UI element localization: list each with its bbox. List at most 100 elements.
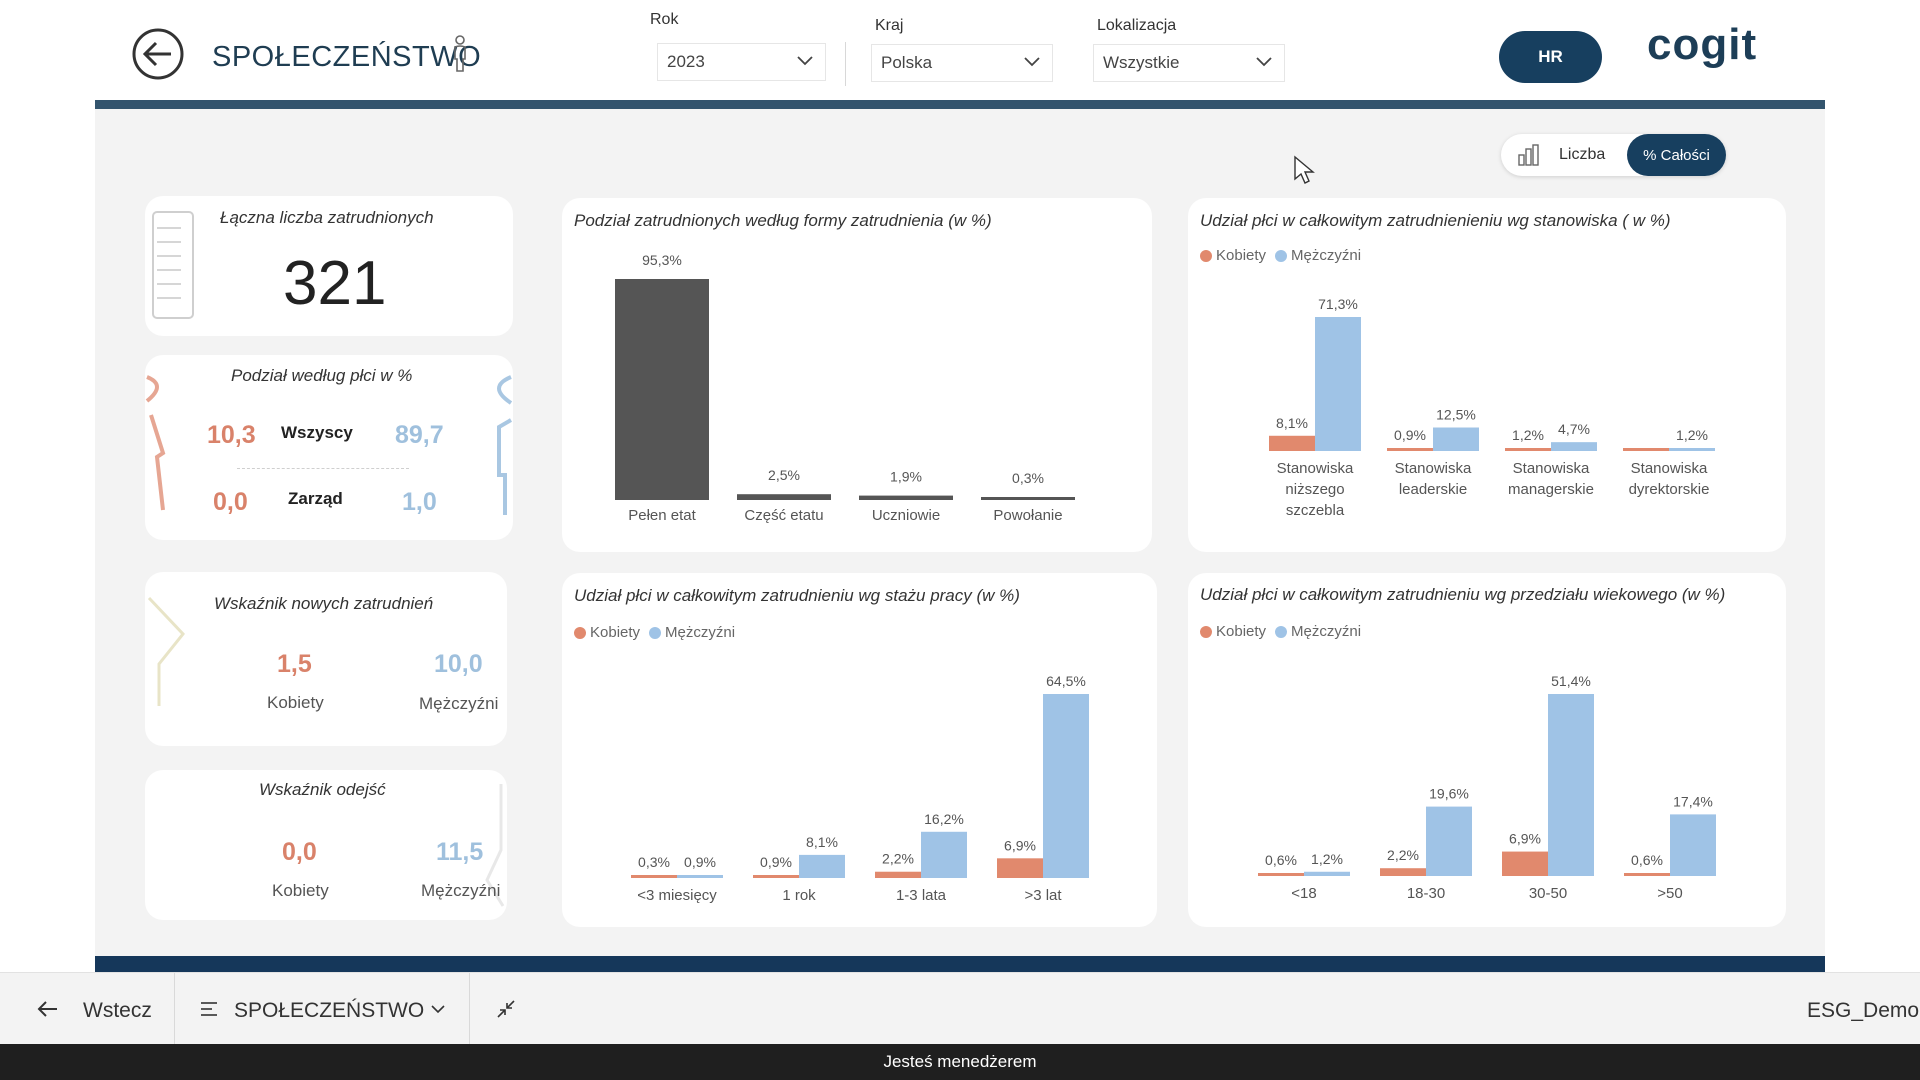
bar-male-3	[1043, 694, 1089, 878]
chevron-down-icon	[1024, 57, 1040, 67]
slicer-country[interactable]: Polska	[871, 44, 1053, 82]
data-label-male-1: 8,1%	[806, 834, 838, 850]
bar-female-2	[1505, 448, 1551, 451]
data-label-female-2: 2,2%	[882, 851, 914, 867]
female-figure-icon	[145, 375, 166, 511]
bar-female-1	[753, 875, 799, 878]
bar-female-1	[1387, 448, 1433, 451]
data-label-1: 2,5%	[768, 467, 800, 483]
tick-label-1: 1 rok	[782, 887, 816, 904]
tick-label-0: Pełen etat	[628, 507, 696, 524]
slicer-country-value: Polska	[881, 53, 933, 72]
tick-label-3: dyrektorskie	[1629, 481, 1710, 498]
page-title: SPOŁECZEŃSTWO	[212, 41, 482, 73]
legend-label-female: Kobiety	[590, 624, 641, 641]
tick-label-2: managerskie	[1508, 481, 1594, 498]
legend-label-male: Mężczyźni	[665, 624, 736, 641]
tick-label-2: 30-50	[1529, 885, 1567, 902]
back-arrow-icon[interactable]	[131, 27, 185, 81]
data-label-female-2: 6,9%	[1509, 831, 1541, 847]
legend-dot-male	[1275, 249, 1288, 262]
chevron-down-icon[interactable]	[431, 1005, 445, 1014]
tick-label-2: Uczniowie	[872, 507, 940, 524]
legend-label-male: Mężczyźni	[1291, 623, 1362, 640]
legend-dot-female	[574, 626, 586, 639]
slicer-location-value: Wszystkie	[1103, 53, 1180, 72]
legend-dot-female	[1200, 625, 1212, 638]
bar-female-0	[1258, 873, 1304, 876]
bar-chart-icon[interactable]	[1517, 143, 1541, 167]
status-text: Jesteś menedżerem	[883, 1052, 1037, 1071]
kpi-card-new-hires: Wskaźnik nowych zatrudnień 1,5 10,0 Kobi…	[145, 572, 507, 746]
chevron-down-icon	[1256, 57, 1272, 67]
gender-board-female: 0,0	[213, 488, 248, 516]
data-label-male-0: 71,3%	[1318, 296, 1358, 312]
new-hires-female: 1,5	[277, 650, 312, 678]
bar-female-2	[1502, 851, 1548, 876]
kpi-card-departures: Wskaźnik odejść 0,0 11,5 Kobiety Mężczyź…	[145, 770, 507, 920]
kpi-new-hires-title: Wskaźnik nowych zatrudnień	[214, 594, 434, 613]
collapse-icon[interactable]	[496, 999, 516, 1019]
legend-dot-male	[1275, 625, 1288, 638]
legend-item-female: Kobiety	[1200, 247, 1266, 264]
data-label-male-3: 1,2%	[1676, 427, 1708, 443]
male-figure-icon	[497, 375, 513, 515]
chart-position-title: Udział płci w całkowitym zatrudnienieniu…	[1200, 211, 1671, 230]
data-label-female-0: 0,6%	[1265, 852, 1297, 868]
toggle-count[interactable]: Liczba	[1559, 146, 1606, 163]
departures-female: 0,0	[282, 838, 317, 866]
chart-card-tenure: Udział płci w całkowitym zatrudnieniu wg…	[562, 573, 1157, 927]
bar-male-2	[1551, 442, 1597, 451]
gender-all-male: 89,7	[395, 421, 444, 449]
bar-male-3	[1669, 448, 1715, 451]
chart-position-legend: Kobiety Mężczyźni	[1200, 247, 1370, 264]
gender-all-label: Wszyscy	[281, 423, 353, 442]
measure-toggle[interactable]: Liczba % Całości	[1501, 134, 1726, 176]
tick-label-0: szczebla	[1286, 502, 1345, 519]
data-label-female-0: 0,3%	[638, 854, 670, 870]
taskbar: Wstecz SPOŁECZEŃSTWO ESG_Demo	[0, 972, 1920, 1045]
bar-male-2	[1548, 694, 1594, 876]
toggle-percent[interactable]: % Całości	[1627, 134, 1726, 176]
data-label-male-3: 64,5%	[1046, 673, 1086, 689]
bar-male-3	[1670, 814, 1716, 876]
legend-item-female: Kobiety	[574, 624, 640, 641]
slicer-location[interactable]: Wszystkie	[1093, 44, 1285, 82]
chart-tenure: 0,3% 0,9% <3 miesięcy 0,9% 8,1% 1 rok 2,2% 16,2…	[631, 673, 1089, 904]
legend-label-female: Kobiety	[1216, 623, 1267, 640]
chart-age: 0,6% 1,2% <18 2,2% 19,6% 18-30 6,9% 51,4% 30-50 0…	[1258, 673, 1716, 902]
data-label-female-1: 2,2%	[1387, 847, 1419, 863]
chart-position: 8,1% 71,3% Stanowiska niższego szczebla 0,9% 1…	[1269, 296, 1715, 519]
data-label-male-3: 17,4%	[1673, 793, 1713, 809]
taskbar-divider	[174, 973, 175, 1045]
bar-male-0	[677, 875, 723, 878]
cogit-logo: cogit	[1647, 20, 1758, 69]
bar-male-1	[799, 854, 845, 878]
tick-label-1: leaderskie	[1399, 481, 1467, 498]
person-icon	[454, 35, 466, 72]
slicer-year[interactable]: 2023	[657, 43, 826, 81]
legend-item-male: Mężczyźni	[649, 624, 735, 641]
bar-female-1	[1380, 868, 1426, 876]
document-icon	[152, 211, 194, 319]
legend-label-male: Mężczyźni	[1291, 247, 1362, 264]
back-arrow-icon[interactable]	[37, 1000, 59, 1018]
hr-button[interactable]: HR	[1499, 31, 1602, 83]
bar-male-1	[1426, 806, 1472, 876]
bar-1	[737, 494, 831, 500]
legend-label-female: Kobiety	[1216, 247, 1267, 264]
bar-3	[981, 497, 1075, 500]
kpi-gender-title: Podział według płci w %	[231, 366, 413, 385]
page-selector[interactable]: SPOŁECZEŃSTWO	[234, 999, 425, 1022]
bar-male-0	[1304, 871, 1350, 876]
data-label-female-1: 0,9%	[760, 854, 792, 870]
kpi-card-gender: Podział według płci w % 10,3 Wszyscy 89,…	[145, 355, 513, 540]
new-hires-female-label: Kobiety	[267, 693, 324, 712]
tick-label-2: 1-3 lata	[896, 887, 947, 904]
back-button[interactable]: Wstecz	[83, 999, 152, 1022]
chevron-down-icon	[797, 56, 813, 66]
gender-divider	[237, 468, 409, 469]
slicer-year-value: 2023	[667, 52, 705, 71]
departures-male-label: Mężczyźni	[421, 881, 501, 900]
arrow-up-right-icon	[147, 596, 185, 706]
